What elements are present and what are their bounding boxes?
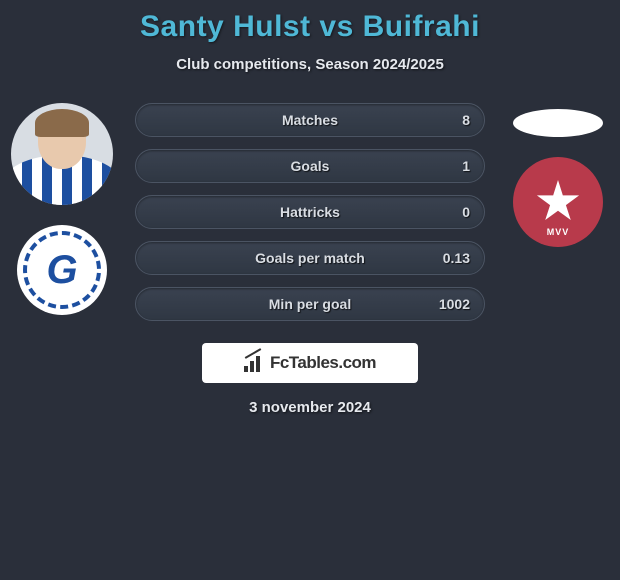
stats-column: Matches 8 Goals 1 Hattricks 0 Goals per … [135,103,485,321]
club-badge-right-label: MVV [547,227,570,237]
stat-row-goals: Goals 1 [135,149,485,183]
stat-label: Hattricks [280,204,340,220]
stat-label: Goals [291,158,330,174]
left-side: G [7,103,117,315]
stat-row-gpm: Goals per match 0.13 [135,241,485,275]
club-badge-left-letter: G [46,248,77,293]
content-row: G Matches 8 Goals 1 Hattricks 0 Goals pe… [0,103,620,321]
stat-label: Goals per match [255,250,365,266]
comparison-infographic: Santy Hulst vs Buifrahi Club competition… [0,0,620,416]
stat-value: 8 [462,112,470,128]
stat-value: 1002 [439,296,470,312]
stat-value: 0 [462,204,470,220]
branding-text: FcTables.com [270,353,376,373]
player-avatar-right-placeholder [513,109,603,137]
stat-value: 0.13 [443,250,470,266]
subtitle: Club competitions, Season 2024/2025 [0,56,620,73]
bar-chart-icon [244,354,266,372]
stat-row-mpg: Min per goal 1002 [135,287,485,321]
stat-row-matches: Matches 8 [135,103,485,137]
stat-label: Matches [282,112,338,128]
stat-value: 1 [462,158,470,174]
date-label: 3 november 2024 [0,399,620,416]
club-badge-right: MVV [513,157,603,247]
page-title: Santy Hulst vs Buifrahi [0,10,620,44]
branding-badge: FcTables.com [202,343,418,383]
right-side: MVV [503,103,613,247]
stat-row-hattricks: Hattricks 0 [135,195,485,229]
stat-label: Min per goal [269,296,351,312]
star-icon [536,180,580,224]
player-avatar-left [11,103,113,205]
club-badge-left: G [17,225,107,315]
